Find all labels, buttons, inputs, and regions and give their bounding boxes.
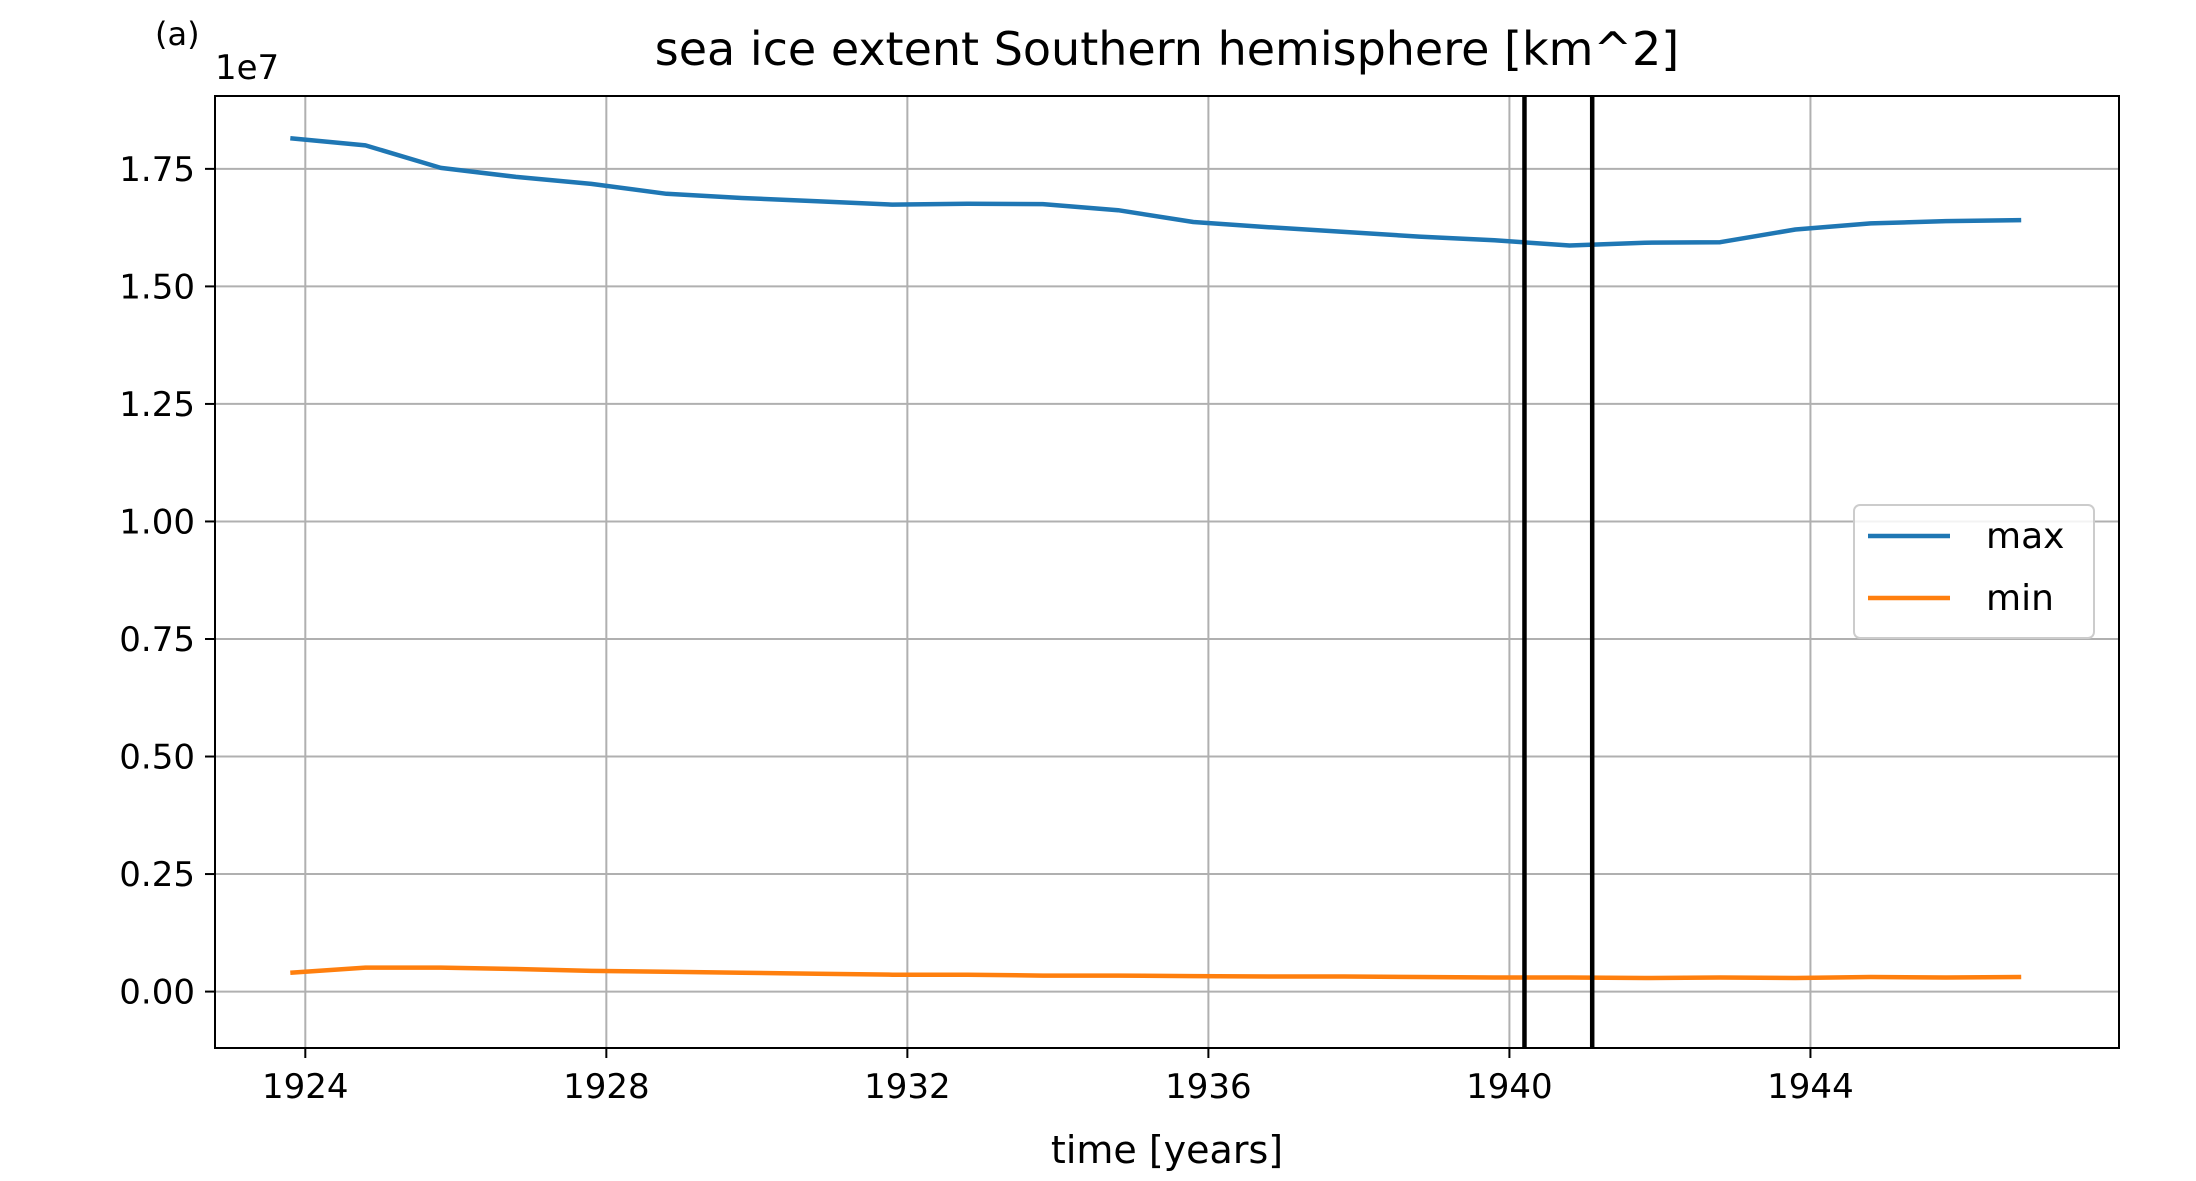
y-tick-label: 1.25 — [119, 385, 195, 425]
y-tick-label: 0.75 — [119, 620, 195, 660]
legend-label-max: max — [1986, 516, 2064, 557]
y-tick-label: 1.50 — [119, 267, 195, 307]
x-tick-label: 1944 — [1767, 1067, 1854, 1107]
x-tick-label: 1928 — [563, 1067, 650, 1107]
x-tick-label: 1936 — [1165, 1067, 1252, 1107]
legend: max min — [1853, 504, 2095, 639]
grid-lines — [215, 96, 2119, 1048]
plot-frame — [214, 95, 2120, 1049]
y-tick-label: 0.25 — [119, 855, 195, 895]
series-line-min — [290, 965, 2022, 981]
y-offset-label: 1e7 — [215, 48, 279, 88]
chart-title: sea ice extent Southern hemisphere [km^2… — [655, 22, 1679, 76]
y-tick-label: 1.75 — [119, 150, 195, 190]
vertical-markers — [1522, 96, 1595, 1048]
x-axis-label: time [years] — [1051, 1128, 1283, 1172]
series-line-max — [290, 136, 2022, 248]
x-tick-label: 1932 — [864, 1067, 951, 1107]
legend-label-min: min — [1986, 578, 2054, 619]
y-tick-label: 0.50 — [119, 738, 195, 778]
x-tick-label: 1940 — [1466, 1067, 1553, 1107]
x-axis-ticks: 1924 1928 1932 1936 1940 1944 — [262, 1048, 1854, 1107]
x-tick-label: 1924 — [262, 1067, 349, 1107]
series-group — [290, 136, 2022, 981]
panel-label: (a) — [155, 15, 200, 53]
y-axis-ticks: 0.00 0.25 0.50 0.75 1.00 1.25 1.50 1.75 — [119, 150, 215, 1013]
y-tick-label: 1.00 — [119, 502, 195, 542]
y-tick-label: 0.00 — [119, 973, 195, 1013]
